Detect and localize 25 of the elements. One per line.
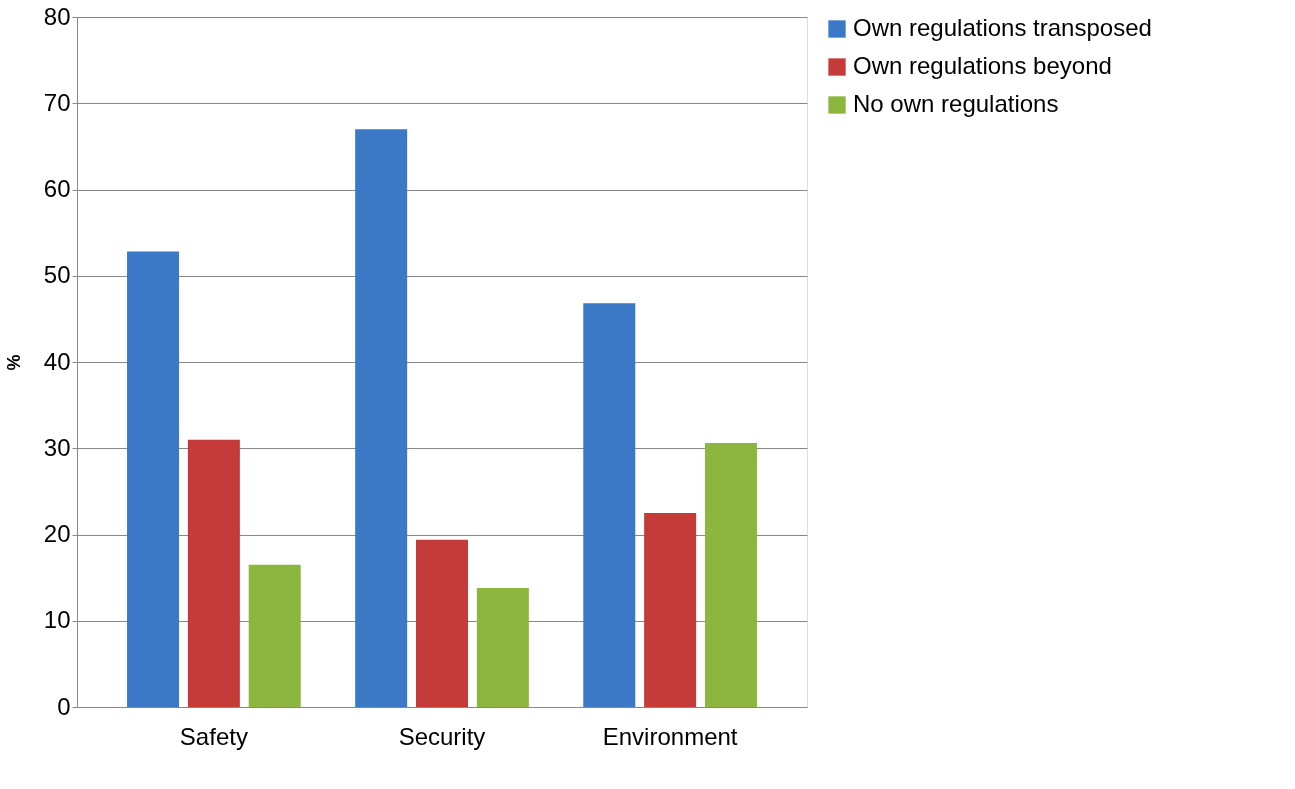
bar [644, 512, 697, 707]
bar [704, 443, 757, 707]
y-tick-label: 60 [43, 175, 71, 202]
bar [187, 439, 240, 707]
y-tick-label: 10 [43, 606, 71, 634]
y-tick-label: 0 [57, 692, 71, 720]
legend-label: Own regulations beyond [853, 52, 1112, 79]
y-tick-label: 30 [43, 433, 71, 461]
bar [355, 129, 408, 707]
x-tick-label: Safety [179, 722, 248, 750]
y-tick-label: 20 [43, 520, 71, 547]
bar [476, 587, 529, 707]
x-tick-label: Security [398, 722, 486, 750]
bar [583, 303, 636, 707]
bar [248, 564, 301, 707]
y-axis-title: % [3, 354, 24, 371]
x-tick-label: Environment [602, 722, 738, 750]
y-tick-label: 70 [43, 88, 71, 116]
y-tick-label: 40 [43, 347, 71, 375]
y-tick-label: 80 [43, 2, 71, 30]
legend-label: No own regulations [853, 90, 1059, 117]
legend-label: Own regulations transposed [853, 14, 1152, 41]
y-tick-label: 50 [43, 261, 71, 289]
bar [416, 539, 468, 707]
bar [127, 251, 180, 707]
